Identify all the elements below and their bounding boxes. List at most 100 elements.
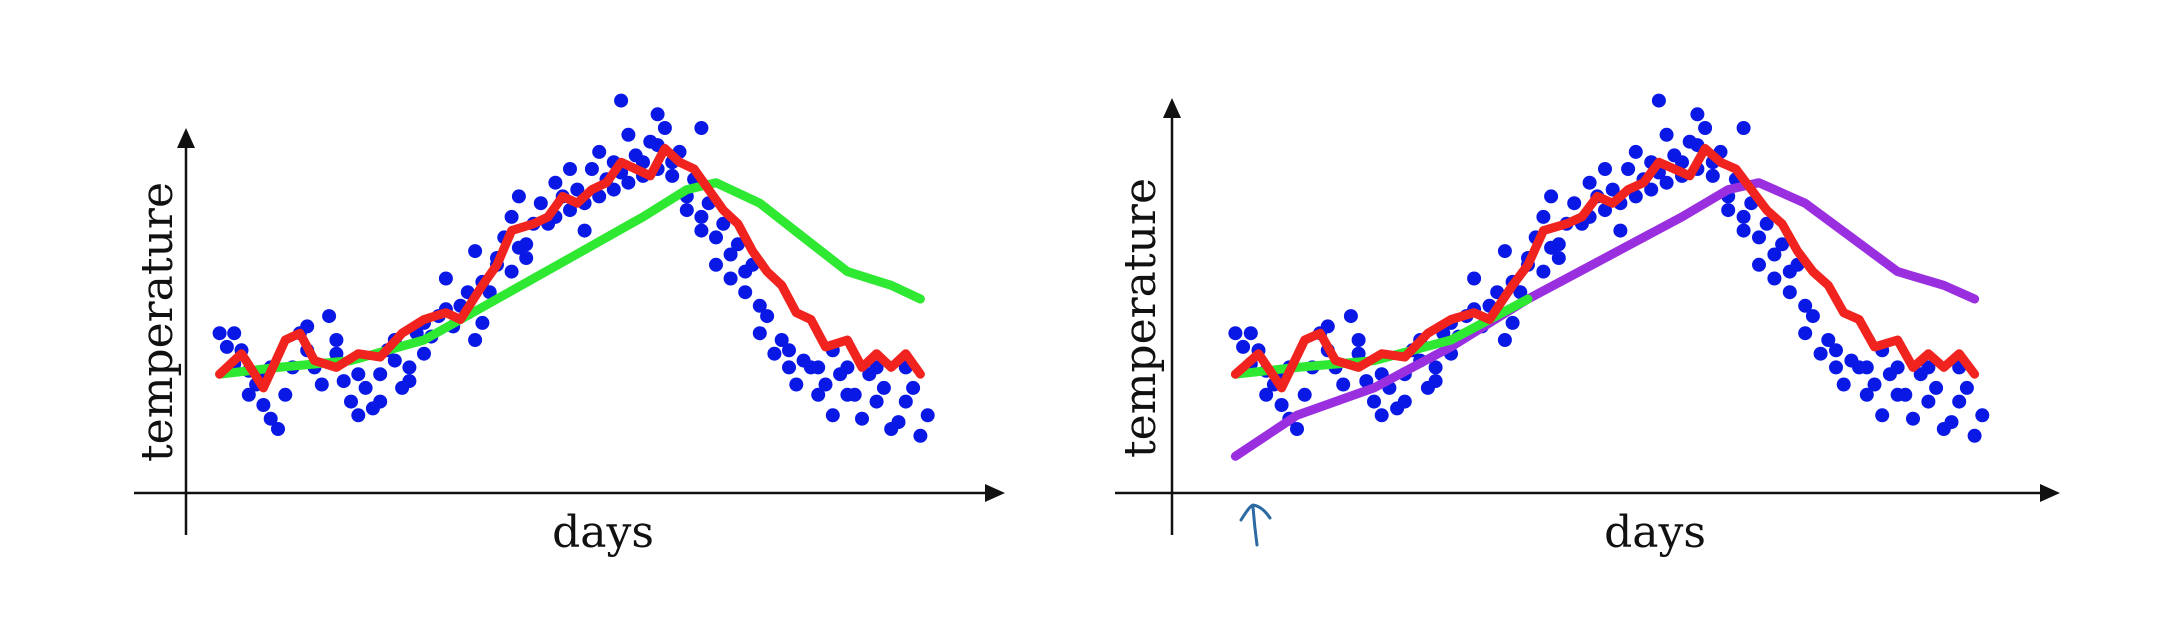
data-point [511, 189, 526, 204]
data-point [1374, 408, 1389, 423]
y-axis-label: temperature [1115, 178, 1166, 458]
data-point [913, 428, 928, 443]
data-point [548, 175, 563, 190]
data-point [1875, 408, 1890, 423]
data-point [504, 264, 519, 279]
data-point [212, 326, 227, 341]
data-point [1721, 203, 1736, 218]
data-point [1598, 203, 1612, 218]
data-point [387, 353, 402, 368]
data-point [1621, 162, 1636, 176]
data-point [1698, 121, 1713, 135]
data-point [322, 309, 337, 324]
data-point [1505, 315, 1520, 330]
data-point [1598, 162, 1612, 176]
data-point [1628, 189, 1643, 204]
red-curve [1230, 144, 1980, 393]
data-points [1228, 93, 1990, 443]
data-point [351, 408, 366, 423]
data-point [241, 387, 256, 402]
data-point [504, 209, 519, 224]
data-point [1736, 223, 1751, 238]
data-point [563, 203, 577, 218]
data-point [774, 333, 789, 347]
data-point [1567, 196, 1582, 211]
data-point [373, 394, 388, 409]
data-point [1767, 247, 1782, 262]
data-point [1582, 175, 1597, 190]
data-point [709, 230, 723, 245]
data-point [636, 155, 650, 170]
data-point [752, 326, 767, 341]
data-point [898, 394, 913, 409]
data-point [475, 315, 490, 330]
y-axis-arrowhead [1163, 98, 1181, 118]
data-point [563, 162, 577, 176]
data-point [1497, 244, 1512, 259]
data-point [694, 209, 709, 224]
data-point [329, 333, 344, 347]
data-point [351, 367, 366, 382]
data-point [811, 387, 826, 402]
data-point [891, 415, 906, 430]
data-point [1274, 398, 1289, 412]
data-point [1967, 428, 1982, 443]
data-point [1605, 182, 1620, 197]
data-point [227, 326, 242, 341]
y-axis-arrowhead [177, 128, 195, 148]
data-points [212, 93, 935, 443]
data-point [825, 408, 840, 423]
data-point [1651, 93, 1666, 108]
data-point [278, 387, 293, 402]
data-point [840, 387, 855, 402]
data-point [1829, 360, 1843, 375]
data-point [906, 380, 921, 395]
data-point [263, 411, 278, 426]
data-point [1821, 333, 1836, 347]
data-point [723, 247, 738, 262]
data-point [621, 127, 636, 142]
data-point [1497, 333, 1512, 347]
data-point [1805, 309, 1820, 324]
data-point [344, 394, 358, 409]
data-point [402, 374, 417, 389]
data-point [1752, 257, 1766, 272]
data-point [1320, 319, 1335, 334]
data-point [1782, 285, 1797, 300]
data-point [782, 343, 796, 358]
data-point [256, 398, 271, 412]
data-point [709, 257, 723, 272]
data-point [592, 144, 607, 159]
data-point [1975, 408, 1990, 423]
data-point [373, 367, 388, 382]
data-point [855, 411, 869, 426]
data-point [1628, 144, 1643, 159]
chart-left: days temperature [132, 93, 1005, 558]
data-point [760, 309, 775, 324]
data-point [584, 162, 599, 176]
data-point [789, 377, 804, 392]
data-point [1297, 387, 1312, 402]
data-point [1767, 271, 1782, 286]
data-point [1613, 223, 1628, 238]
hand-drawn-up-arrow [1239, 503, 1272, 547]
data-point [1921, 360, 1936, 375]
purple-curve [1230, 178, 1980, 461]
data-point [1236, 339, 1251, 354]
data-point [1752, 230, 1766, 245]
data-point [1536, 264, 1551, 279]
data-point [570, 182, 585, 197]
data-point [1336, 377, 1351, 392]
data-point [577, 223, 592, 238]
data-point [716, 216, 731, 231]
data-point [314, 377, 329, 392]
data-point [1890, 360, 1905, 375]
data-point [840, 360, 855, 375]
data-point [650, 107, 665, 122]
data-point [1675, 155, 1689, 170]
data-point [811, 360, 826, 375]
data-point [592, 189, 607, 204]
data-point [1759, 216, 1774, 231]
data-point [1351, 333, 1366, 347]
data-point [1859, 387, 1874, 402]
